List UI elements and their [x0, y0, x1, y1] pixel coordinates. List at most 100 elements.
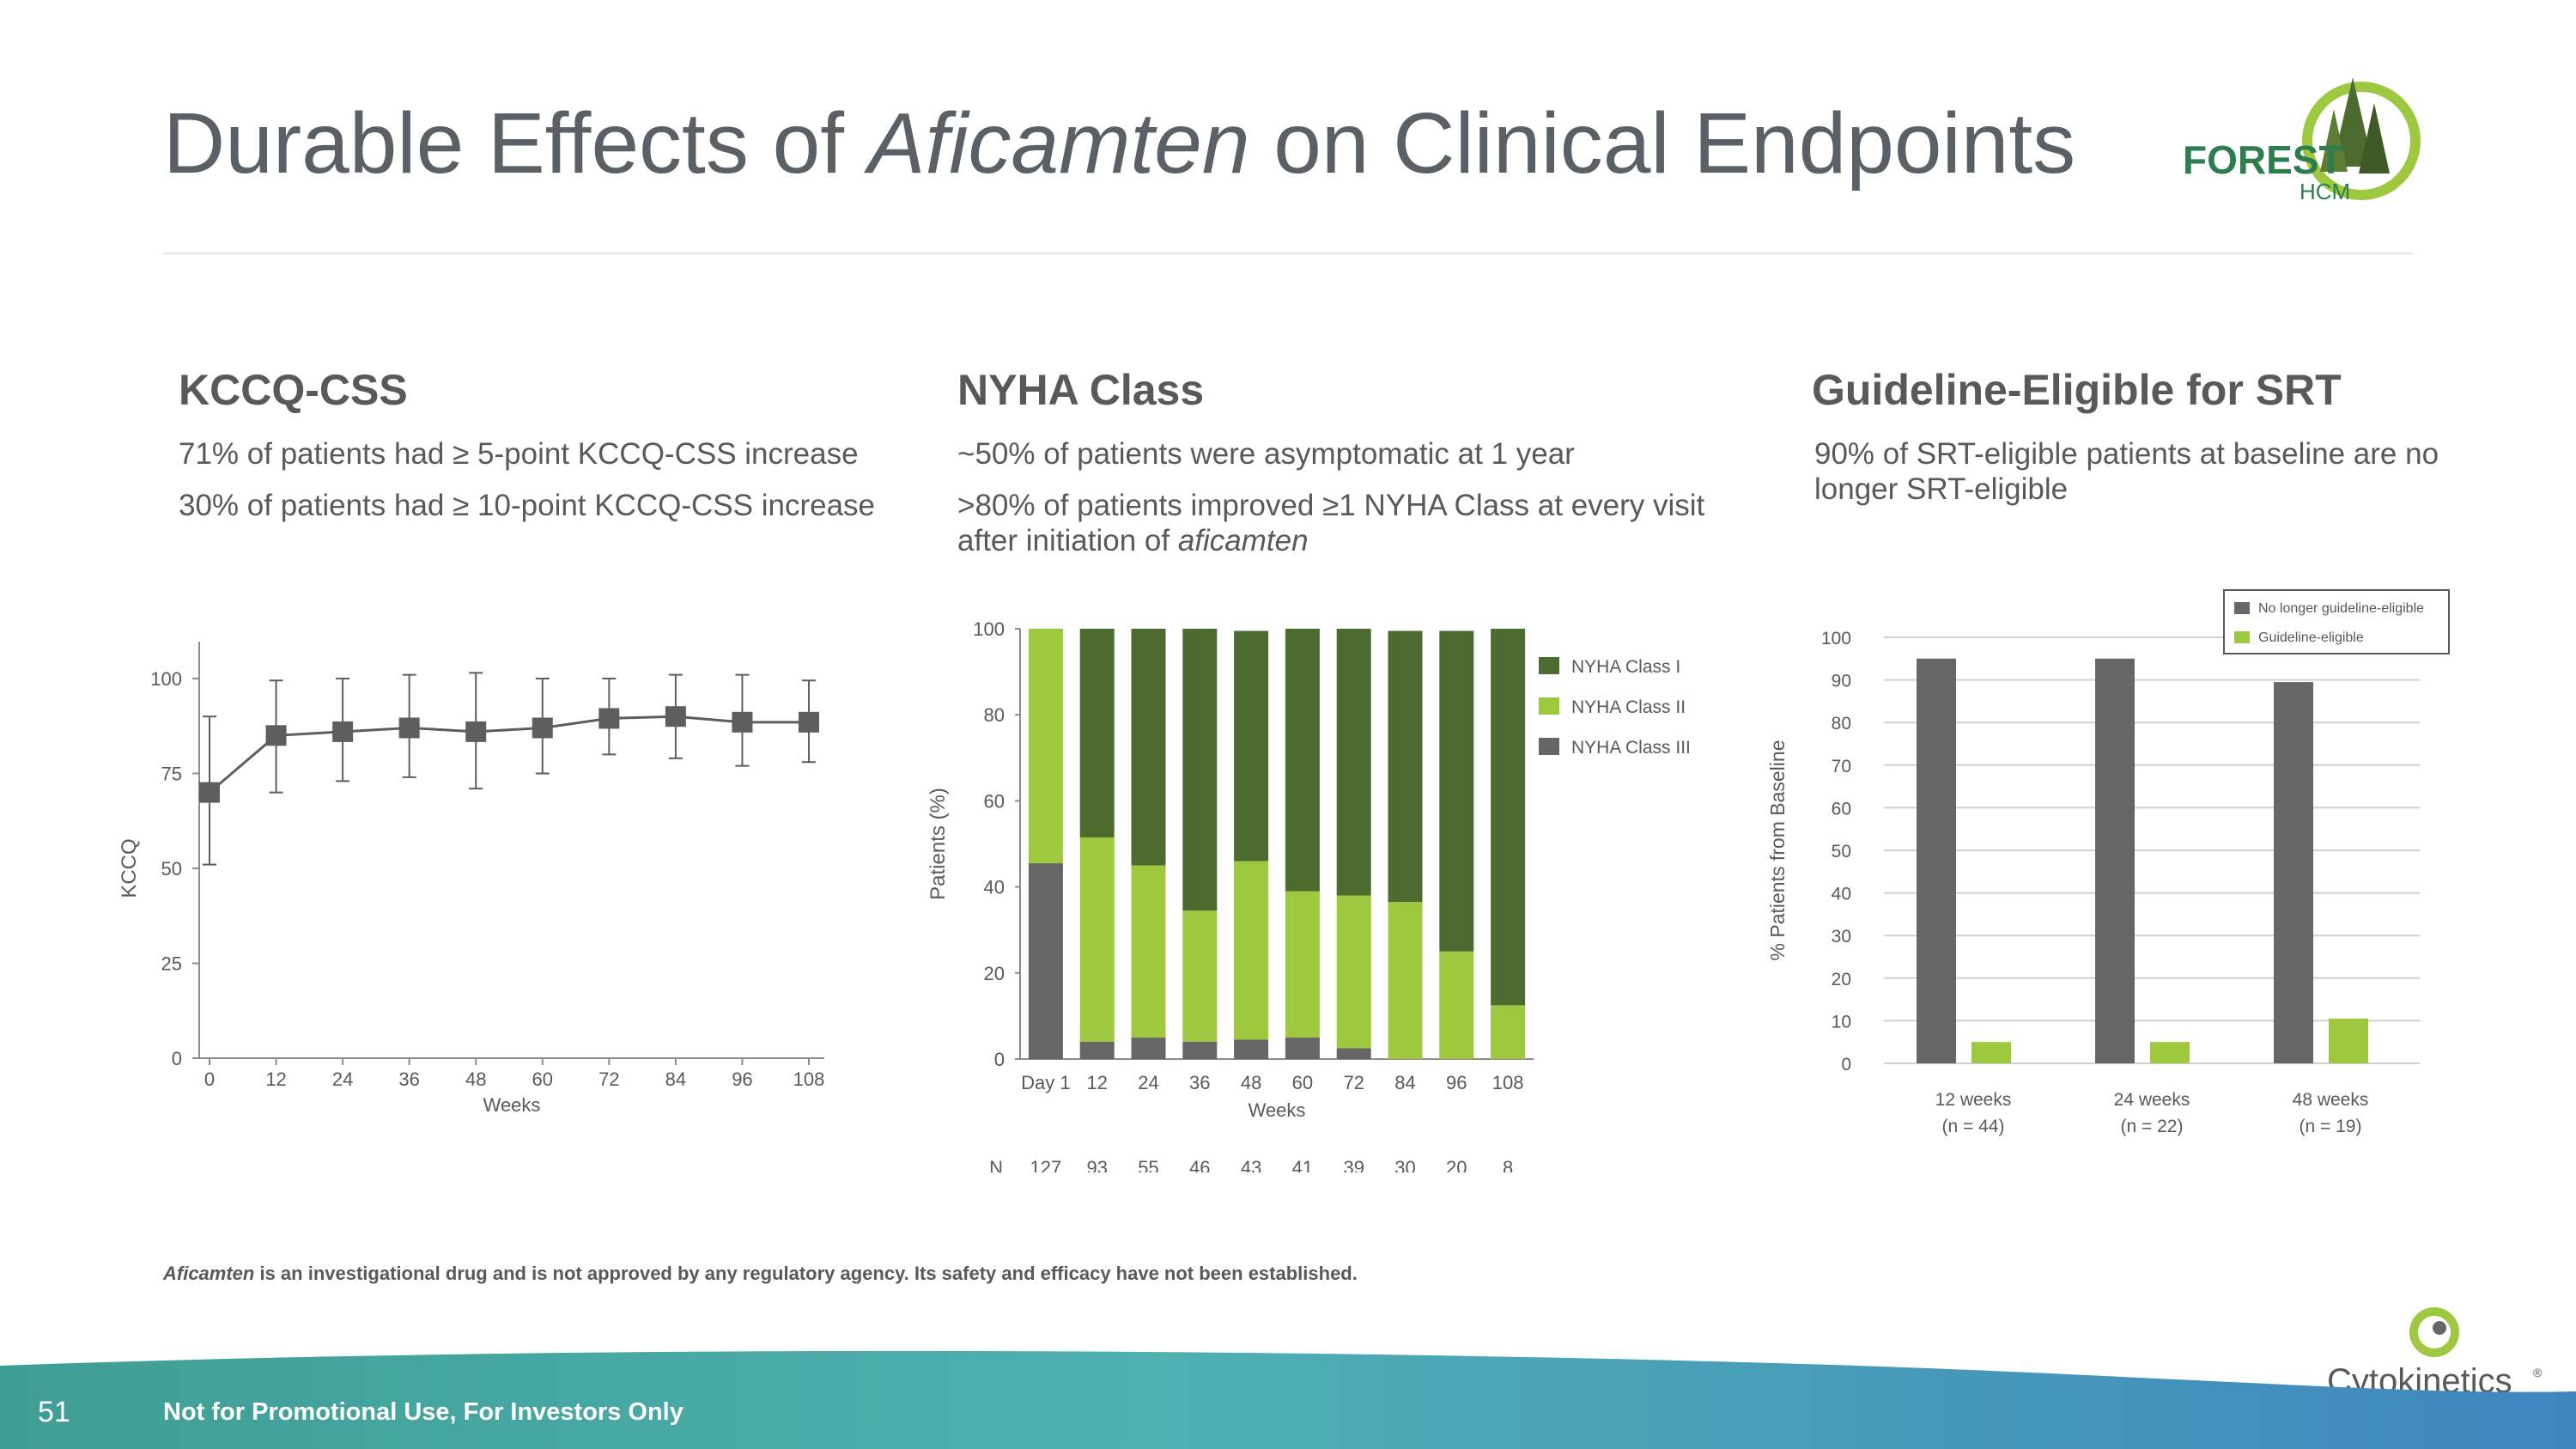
- y-tick-label: 50: [161, 858, 182, 880]
- legend-label: Guideline-eligible: [2258, 630, 2364, 645]
- disclaimer-text: Aficamten is an investigational drug and…: [163, 1263, 1358, 1284]
- data-point-marker: [665, 706, 686, 728]
- y-tick-label: 100: [150, 668, 182, 690]
- x-tick-label: 72: [598, 1068, 619, 1090]
- x-tick-label: Day 1: [1021, 1072, 1070, 1093]
- bar-segment: [1131, 1037, 1166, 1059]
- bar-segment: [1234, 861, 1269, 1040]
- kccq-line-chart: 0 25 50 75 100 0 12 24 36 48 60 72 84 96 108 Weeks KCCQ: [118, 642, 825, 1116]
- x-tick-label: 60: [1292, 1072, 1313, 1093]
- y-tick-label: 30: [1832, 927, 1851, 947]
- data-point-marker: [265, 725, 287, 746]
- bar-segment: [1182, 910, 1218, 1042]
- data-point-marker: [398, 717, 420, 739]
- x-tick-label: 84: [665, 1068, 686, 1090]
- nyha-heading: NYHA Class: [957, 366, 1205, 414]
- logo-hcm-word: HCM: [2300, 179, 2350, 204]
- nyha-line-1: ~50% of patients were asymptomatic at 1 …: [957, 437, 1575, 471]
- y-tick-label: 75: [161, 764, 182, 785]
- bar-segment: [1439, 630, 1474, 952]
- x-axis-title: Weeks: [1249, 1099, 1306, 1121]
- bar-segment: [1079, 1041, 1115, 1059]
- n-count-label: 43: [1241, 1157, 1261, 1172]
- y-tick-label: 25: [161, 953, 182, 975]
- x-tick-label: 108: [793, 1068, 825, 1090]
- cytokinetics-mark-icon: [2409, 1307, 2459, 1357]
- kccq-line-2: 30% of patients had ≥ 10-point KCCQ-CSS …: [179, 489, 876, 522]
- x-tick-label: 24: [1138, 1072, 1158, 1093]
- bar-segment: [1285, 629, 1320, 892]
- bar: [1971, 1042, 2011, 1063]
- x-tick-label: 36: [1189, 1072, 1210, 1093]
- bar-segment: [1336, 629, 1371, 896]
- x-tick-label: 96: [732, 1068, 752, 1090]
- legend-swatch: [2234, 602, 2250, 614]
- data-point-marker: [532, 717, 553, 739]
- x-category-label: 12 weeks: [1935, 1090, 2012, 1110]
- bar-segment: [1079, 629, 1115, 837]
- bar-segment: [1182, 629, 1218, 911]
- y-tick-label: 90: [1832, 672, 1851, 691]
- trademark-symbol: ®: [2533, 1366, 2543, 1379]
- kccq-series-line: [209, 715, 809, 794]
- legend-label: NYHA Class I: [1571, 657, 1680, 677]
- page-number: 51: [38, 1396, 70, 1428]
- x-tick-label: 0: [204, 1068, 215, 1090]
- nyha-line-2: >80% of patients improved ≥1 NYHA Class …: [957, 489, 1705, 557]
- n-count-label: 46: [1189, 1157, 1210, 1172]
- x-tick-label: 36: [398, 1068, 419, 1090]
- x-category-n-label: (n = 44): [1942, 1117, 2005, 1136]
- bar: [1917, 658, 1956, 1063]
- y-tick-label: 0: [1841, 1055, 1851, 1075]
- x-tick-label: 12: [1086, 1072, 1107, 1093]
- y-tick-label: 0: [994, 1049, 1005, 1070]
- legend-swatch: [1539, 738, 1559, 755]
- x-category-label: 48 weeks: [2293, 1090, 2369, 1110]
- y-tick-label: 80: [1832, 714, 1851, 734]
- y-axis-title: KCCQ: [118, 838, 141, 898]
- nyha-stacked-bar-chart: 0 20 40 60 80 100 Patients (%) Day 1 127 12 93 24 55…: [927, 618, 1691, 1172]
- legend-label: No longer guideline-eligible: [2258, 601, 2424, 616]
- y-tick-label: 0: [172, 1048, 182, 1069]
- bar-segment: [1439, 951, 1474, 1059]
- bar-segment: [1491, 629, 1526, 1006]
- y-tick-label: 70: [1832, 757, 1851, 776]
- data-point-marker: [598, 708, 620, 729]
- y-tick-label: 10: [1832, 1012, 1851, 1032]
- bar-segment: [1182, 1041, 1218, 1059]
- x-category-label: 24 weeks: [2114, 1090, 2190, 1110]
- y-tick-label: 40: [1832, 885, 1851, 904]
- n-count-label: 20: [1446, 1157, 1467, 1172]
- bar-segment: [1491, 1005, 1526, 1059]
- legend-swatch: [1539, 657, 1559, 674]
- n-count-label: 41: [1292, 1157, 1313, 1172]
- x-tick-label: 84: [1394, 1072, 1415, 1093]
- bar-segment: [1388, 902, 1423, 1059]
- n-count-label: 55: [1138, 1157, 1158, 1172]
- y-tick-label: 40: [984, 877, 1005, 898]
- legend-swatch: [2234, 631, 2250, 643]
- cytokinetics-dot-icon: [2433, 1321, 2446, 1335]
- y-tick-label: 20: [984, 963, 1005, 984]
- tree-icon: [2320, 109, 2348, 172]
- bar-segment: [1336, 895, 1371, 1049]
- x-tick-label: 12: [265, 1068, 286, 1090]
- legend-box: [2223, 589, 2450, 654]
- page-title: Durable Effects of Aficamten on Clinical…: [163, 95, 2076, 192]
- bar-segment: [1131, 629, 1166, 866]
- logo-forest-word: FOREST: [2183, 137, 2343, 182]
- y-tick-label: 60: [1832, 799, 1851, 819]
- y-tick-label: 80: [984, 704, 1005, 726]
- legend-label: NYHA Class III: [1571, 738, 1691, 758]
- bar-segment: [1285, 1037, 1320, 1059]
- y-tick-label: 100: [1821, 629, 1851, 648]
- footer-band: [0, 1350, 2576, 1449]
- n-count-label: 127: [1030, 1157, 1062, 1172]
- x-tick-label: 24: [332, 1068, 353, 1090]
- n-count-label: 93: [1086, 1157, 1107, 1172]
- kccq-heading: KCCQ-CSS: [179, 366, 408, 414]
- bar-segment: [1234, 1039, 1269, 1059]
- legend-swatch: [1539, 697, 1559, 715]
- x-tick-label: 60: [532, 1068, 553, 1090]
- y-tick-label: 60: [984, 790, 1005, 812]
